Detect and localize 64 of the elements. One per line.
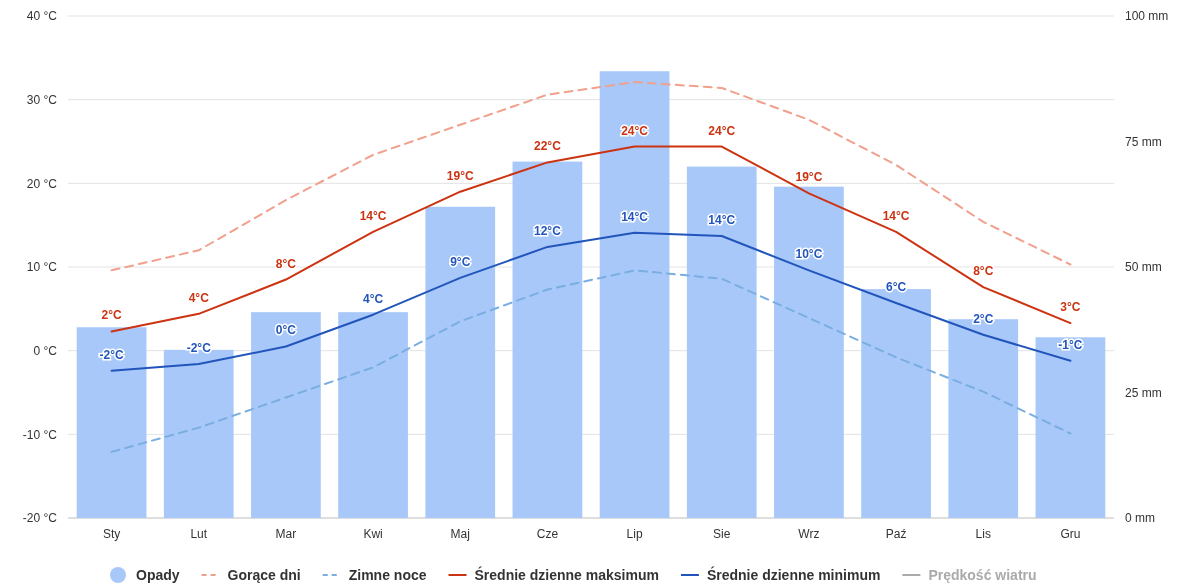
data-label: 19°C bbox=[795, 170, 823, 185]
legend-label: Średnie dzienne minimum bbox=[706, 566, 881, 583]
bar bbox=[774, 186, 844, 518]
bar bbox=[686, 166, 757, 518]
bar bbox=[251, 312, 321, 518]
data-label: 19°C bbox=[446, 168, 474, 183]
bar bbox=[1035, 337, 1106, 518]
data-label: 22°C bbox=[534, 139, 562, 154]
data-label: 8°C bbox=[275, 256, 297, 271]
data-label: 10°C bbox=[795, 247, 823, 262]
y-tick-label: 30 °C bbox=[26, 93, 58, 108]
data-label: 14°C bbox=[708, 213, 736, 228]
x-tick-label: Lis bbox=[975, 526, 991, 541]
y2-tick-label: 75 mm bbox=[1125, 134, 1162, 149]
x-tick-label: Gru bbox=[1060, 526, 1081, 541]
data-label: 3°C bbox=[1060, 300, 1081, 315]
data-label: 4°C bbox=[363, 291, 384, 306]
data-label: 14°C bbox=[621, 209, 649, 224]
bar bbox=[76, 327, 147, 518]
data-label: 14°C bbox=[359, 208, 387, 223]
x-tick-label: Sie bbox=[713, 526, 731, 541]
bar bbox=[599, 71, 670, 518]
legend-label: Opady bbox=[136, 567, 180, 583]
x-tick-label: Lip bbox=[626, 526, 643, 541]
y-tick-label: 10 °C bbox=[26, 260, 58, 275]
x-tick-label: Sty bbox=[102, 526, 121, 541]
legend-label: Zimne noce bbox=[348, 567, 427, 583]
data-label: 12°C bbox=[534, 223, 562, 238]
y-tick-label: 20 °C bbox=[26, 176, 58, 191]
bar bbox=[861, 289, 931, 518]
data-label: -1°C bbox=[1058, 337, 1083, 352]
x-tick-label: Lut bbox=[190, 526, 208, 541]
y2-tick-label: 100 mm bbox=[1125, 9, 1169, 24]
y2-tick-label: 25 mm bbox=[1125, 385, 1162, 400]
legend-label: Średnie dzienne maksimum bbox=[474, 566, 659, 583]
data-label: 0°C bbox=[275, 323, 297, 338]
x-tick-label: Paź bbox=[885, 526, 907, 541]
data-label: 9°C bbox=[450, 254, 471, 269]
data-label: 6°C bbox=[886, 279, 907, 294]
data-label: -2°C bbox=[186, 341, 212, 356]
data-label: 24°C bbox=[621, 123, 649, 138]
x-tick-label: Cze bbox=[536, 526, 559, 541]
x-tick-label: Kwi bbox=[363, 526, 383, 541]
y-tick-label: 0 °C bbox=[33, 344, 58, 359]
bar bbox=[425, 206, 496, 518]
data-label: 4°C bbox=[188, 290, 210, 305]
data-label: 24°C bbox=[708, 123, 736, 138]
x-tick-label: Wrz bbox=[798, 526, 820, 541]
data-label: 14°C bbox=[882, 208, 910, 223]
data-label: 8°C bbox=[973, 264, 994, 279]
y2-tick-label: 50 mm bbox=[1125, 260, 1162, 275]
x-tick-label: Maj bbox=[450, 526, 470, 541]
legend-label: Gorące dni bbox=[227, 567, 301, 583]
y2-tick-label: 0 mm bbox=[1125, 511, 1155, 526]
y-tick-label: 40 °C bbox=[26, 9, 58, 24]
y-tick-label: -10 °C bbox=[22, 427, 58, 442]
x-tick-label: Mar bbox=[275, 526, 297, 541]
legend-label: Prędkość wiatru bbox=[928, 567, 1037, 583]
y-tick-label: -20 °C bbox=[22, 511, 58, 526]
bar bbox=[338, 312, 408, 518]
data-label: -2°C bbox=[99, 347, 124, 362]
data-label: 2°C bbox=[973, 311, 994, 326]
bar bbox=[512, 161, 583, 518]
data-label: 2°C bbox=[101, 308, 122, 323]
